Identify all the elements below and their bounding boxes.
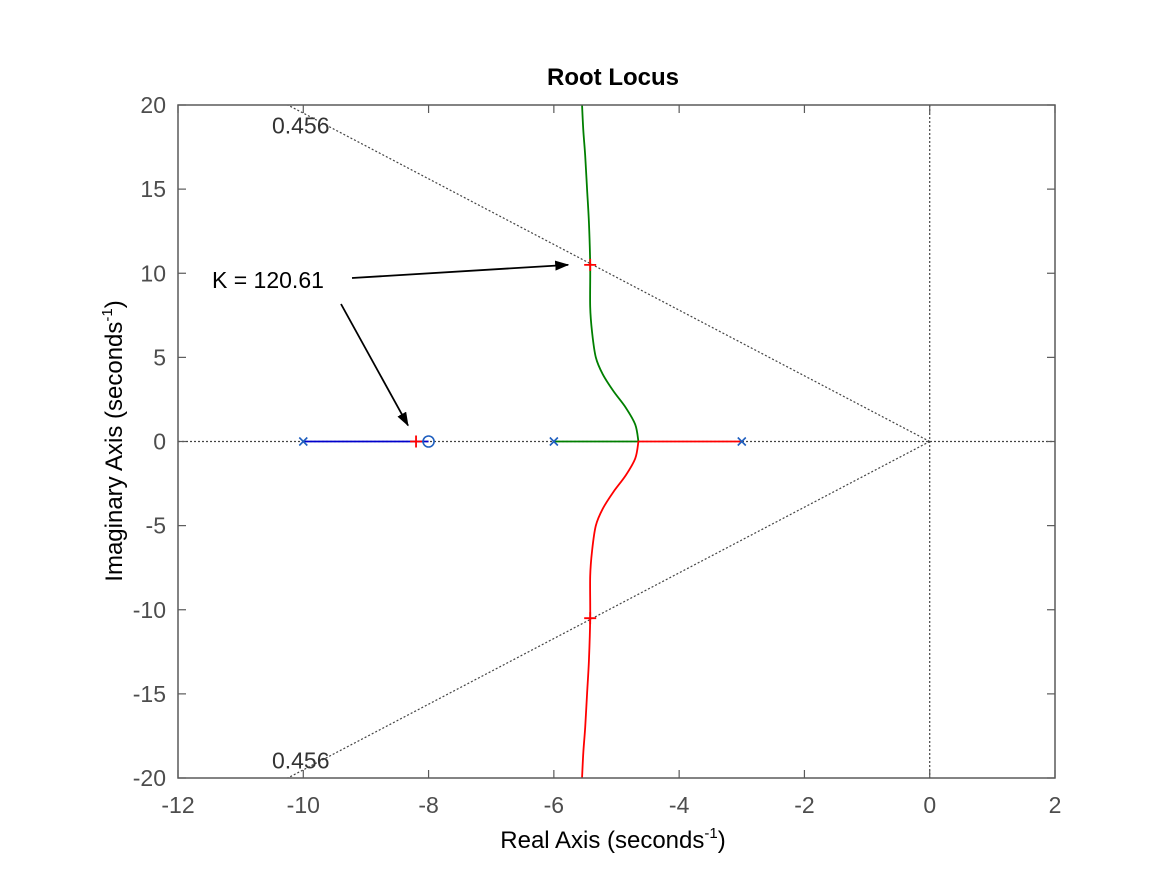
y-axis-label: Imaginary Axis (seconds-1) — [99, 300, 128, 581]
y-tick-label: 5 — [153, 344, 166, 370]
x-tick-label: -6 — [544, 792, 564, 818]
pole-marker — [737, 436, 747, 447]
y-tick-label: 0 — [153, 429, 166, 455]
y-tick-label: -10 — [133, 597, 166, 623]
damping-line-lower — [286, 440, 930, 778]
y-tick-label: -5 — [146, 513, 166, 539]
locus-branch-green — [553, 105, 640, 443]
annotation-arrow-lower — [340, 303, 409, 427]
x-tick-label: 2 — [1049, 792, 1062, 818]
y-tick-label: -20 — [133, 765, 166, 791]
plot-frame — [177, 104, 1056, 779]
x-tick-label: -4 — [669, 792, 690, 818]
y-tick-label: 10 — [140, 260, 166, 286]
x-tick-label: -12 — [161, 792, 194, 818]
chart-title: Root Locus — [547, 64, 679, 91]
x-tick-label: -10 — [287, 792, 320, 818]
y-tick-label: 20 — [140, 92, 166, 118]
x-tick-label: 0 — [923, 792, 936, 818]
damping-line-upper — [286, 105, 930, 443]
zero-marker — [422, 435, 435, 448]
gain-marker — [584, 258, 597, 271]
y-tick-label: -15 — [133, 681, 166, 707]
pole-marker — [549, 436, 559, 447]
gain-marker — [584, 612, 597, 625]
x-tick-label: -8 — [418, 792, 438, 818]
damping-label-lower: 0.456 — [272, 747, 330, 773]
pole-marker — [298, 436, 308, 447]
x-axis-label: Real Axis (seconds-1) — [500, 825, 725, 854]
y-tick-label: 15 — [140, 176, 166, 202]
gain-marker — [410, 435, 423, 448]
damping-label-upper: 0.456 — [272, 113, 330, 139]
gain-annotation-label: K = 120.61 — [212, 267, 324, 293]
annotation-arrow-upper — [351, 260, 570, 279]
locus-branch-red — [581, 440, 742, 778]
x-tick-label: -2 — [794, 792, 814, 818]
